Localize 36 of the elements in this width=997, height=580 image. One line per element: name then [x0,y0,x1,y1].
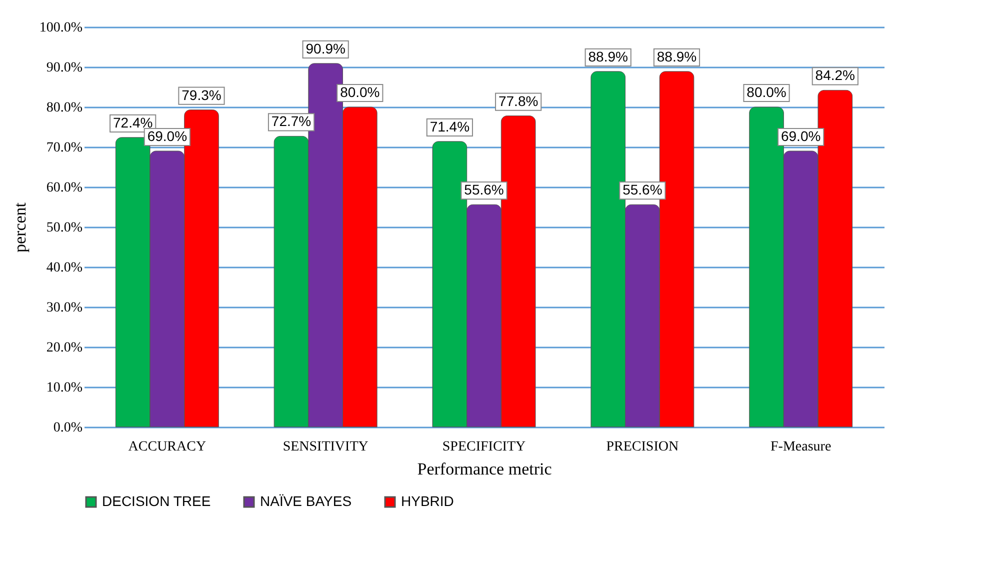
y-tick-label: 80.0% [46,100,83,116]
data-label: 72.4% [112,114,153,130]
y-tick-label: 100.0% [39,20,83,36]
data-label: 79.3% [182,86,222,103]
x-tick-label: SPECIFICITY [442,440,526,454]
y-tick-label: 30.0% [46,300,83,316]
x-tick-label: SENSITIVITY [282,440,368,454]
y-tick-label: 60.0% [46,180,83,196]
x-tick-label: F-Measure [770,440,832,454]
y-tick-label: 70.0% [46,140,83,156]
x-tick-label: ACCURACY [128,440,206,454]
data-label: 55.6% [622,182,662,198]
data-label: 84.2% [815,67,856,84]
y-tick-label: 50.0% [46,220,83,236]
data-label: 80.0% [746,84,786,100]
data-label: 88.9% [588,48,628,64]
y-tick-label: 0.0% [53,420,83,436]
y-axis-title: percent [10,202,30,253]
data-label: 71.4% [430,118,470,134]
y-tick-label: 20.0% [46,340,83,356]
data-label: 55.6% [464,182,504,198]
x-tick-label: PRECISION [606,440,679,454]
x-axis-title: Performance metric [417,460,552,478]
data-label: 72.7% [271,113,312,130]
data-label: 77.8% [498,92,538,109]
legend-label: NAÏVE BAYES [260,493,352,509]
y-tick-label: 90.0% [46,60,83,76]
data-label: 90.9% [306,40,346,56]
legend-label: DECISION TREE [102,493,211,509]
y-tick-label: 10.0% [46,380,83,396]
legend-label: HYBRID [401,493,454,509]
data-label: 80.0% [340,84,380,100]
data-label: 88.9% [656,48,697,64]
y-tick-label: 40.0% [46,260,83,276]
data-label: 69.0% [780,128,821,144]
data-label: 69.0% [147,128,188,144]
